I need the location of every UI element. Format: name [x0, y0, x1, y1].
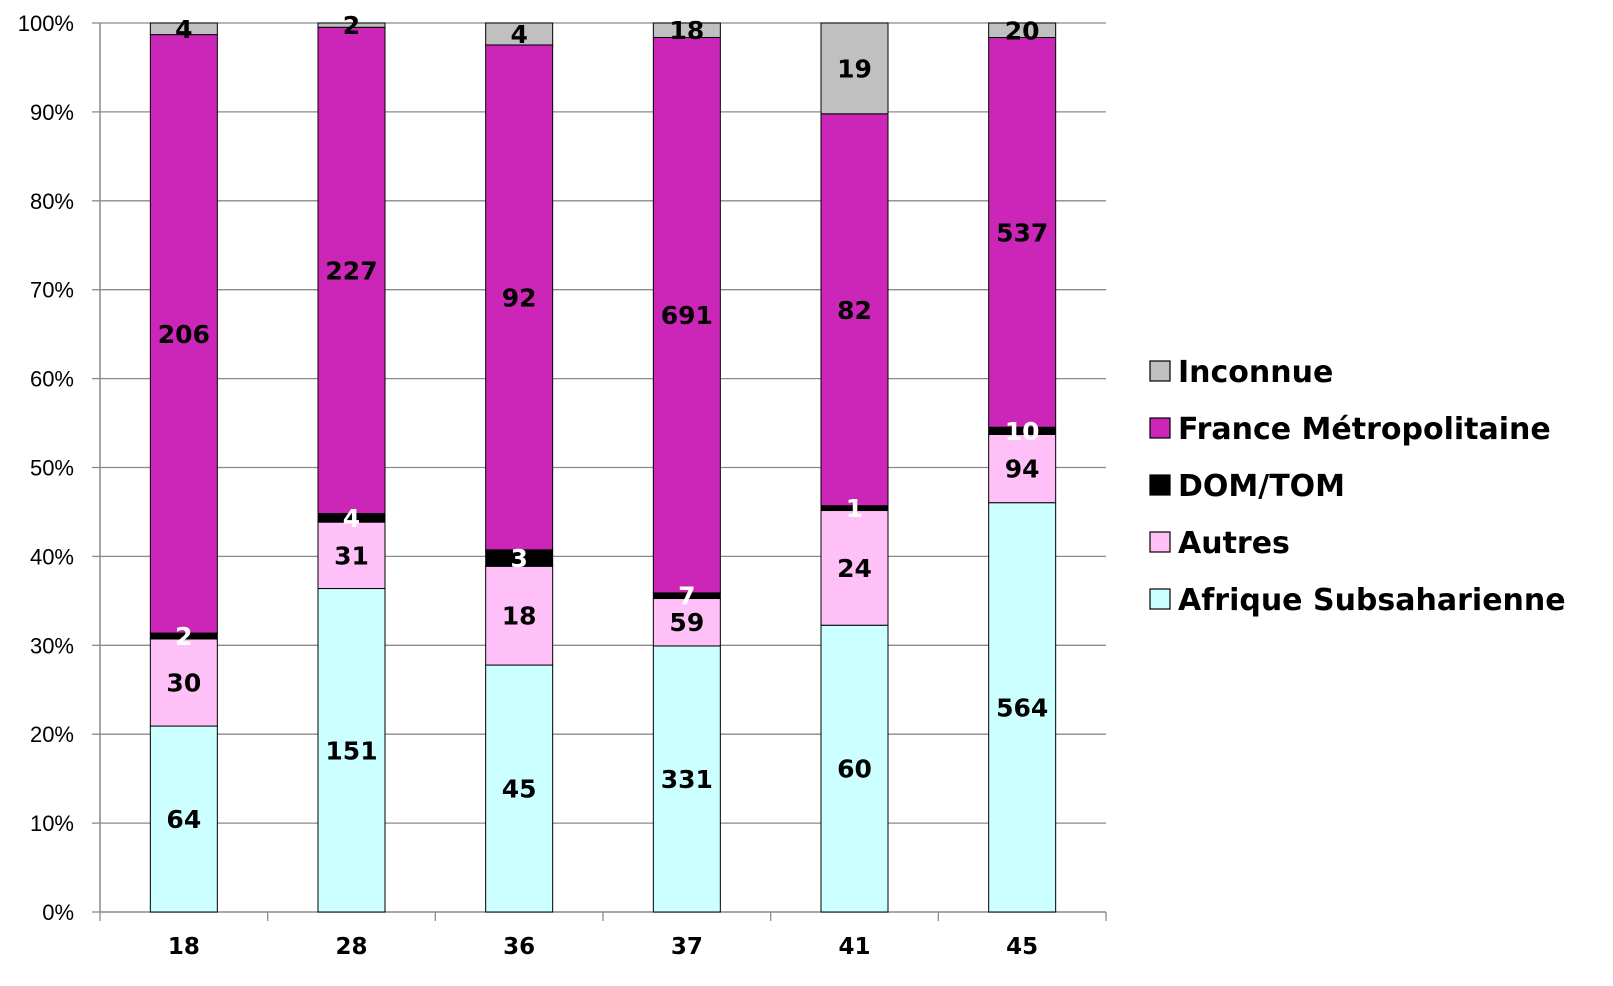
axes: 0% 10% 20% 30% 40% 50% 60% 70% 80% 90% 100% 18 28 36 3…: [18, 11, 1107, 960]
legend-swatch-france-metropolitaine: [1149, 417, 1171, 439]
bar-segment-afrique-subsaharienne-41: [820, 624, 889, 913]
data-label-dom-tom-36: 3: [510, 544, 527, 573]
y-tick-label: 100%: [18, 11, 74, 36]
legend-label-afrique-subsaharienne: Afrique Subsaharienne: [1178, 583, 1566, 618]
bar-segment-afrique-subsaharienne-28: [317, 588, 386, 913]
legend-label-inconnue: Inconnue: [1178, 355, 1333, 390]
data-label-inconnue-45: 20: [1005, 16, 1040, 45]
data-labels: 64 30 2 206 4 151 31 4 227 2 45 18 3 92 4 331 597 691 18 60…: [158, 11, 1049, 834]
bar-segment-inconnue-28: [317, 22, 386, 28]
x-tick-label-18: 18: [168, 934, 200, 960]
x-tick-label-36: 36: [503, 934, 535, 960]
bar-segment-afrique-subsaharienne-45: [988, 502, 1057, 913]
legend-swatch-autres: [1149, 531, 1171, 553]
y-tick-label: 60%: [30, 367, 74, 392]
data-label-afrique-subsaharienne-41: 60: [837, 755, 872, 784]
y-tick-label: 50%: [30, 456, 74, 481]
legend-label-france-metropolitaine: France Métropolitaine: [1178, 412, 1551, 447]
data-label-dom-tom-41: 1: [846, 494, 863, 523]
bar-segment-france-metropolitaine-41: [820, 113, 889, 507]
data-label-france-metropolitaine-45: 537: [996, 218, 1048, 247]
y-tick-label: 90%: [30, 100, 74, 125]
legend-label-autres: Autres: [1178, 526, 1290, 561]
data-label-autres-36: 18: [502, 602, 537, 631]
x-tick-label-41: 41: [838, 934, 870, 960]
bar-segment-inconnue-36: [485, 22, 554, 46]
legend-label-dom-tom: DOM/TOM: [1178, 469, 1345, 504]
data-label-france-metropolitaine-37: 691: [661, 301, 713, 330]
bar-segment-autres-28: [317, 521, 386, 590]
bar-segment-france-metropolitaine-45: [988, 37, 1057, 428]
data-label-afrique-subsaharienne-36: 45: [502, 775, 537, 804]
data-label-afrique-subsaharienne-45: 564: [996, 693, 1048, 722]
data-label-dom-tom-28: 4: [343, 504, 360, 533]
legend: Inconnue France Métropolitaine DOM/TOM Autr…: [1149, 355, 1566, 618]
data-label-dom-tom-18: 2: [175, 622, 192, 651]
bar-segment-france-metropolitaine-37: [652, 36, 721, 594]
bars: [149, 22, 1057, 913]
y-tick-label: 20%: [30, 722, 74, 747]
bar-segment-inconnue-41: [820, 22, 889, 115]
data-label-afrique-subsaharienne-18: 64: [166, 805, 201, 834]
data-label-inconnue-41: 19: [837, 54, 872, 83]
bar-segment-afrique-subsaharienne-18: [149, 725, 218, 913]
data-label-autres-37: 59: [669, 608, 704, 637]
y-tick-label: 80%: [30, 189, 74, 214]
data-label-dom-tom-45: 10: [1005, 417, 1040, 446]
x-tick-label-45: 45: [1006, 934, 1038, 960]
data-label-afrique-subsaharienne-37: 331: [661, 765, 713, 794]
data-label-inconnue-18: 4: [175, 15, 192, 44]
bar-segment-inconnue-37: [652, 22, 721, 38]
y-tick-label: 40%: [30, 544, 74, 569]
legend-swatch-dom-tom: [1149, 474, 1171, 496]
data-label-autres-18: 30: [166, 668, 201, 697]
legend-swatch-afrique-subsaharienne: [1149, 588, 1171, 610]
data-label-inconnue-36: 4: [510, 20, 527, 49]
bar-segment-autres-36: [485, 565, 554, 666]
data-label-dom-tom-37: 7: [678, 582, 695, 611]
gridlines: [100, 22, 1106, 824]
x-tick-label-28: 28: [335, 934, 367, 960]
y-tick-label: 30%: [30, 633, 74, 658]
data-label-inconnue-37: 18: [669, 16, 704, 45]
bar-segment-inconnue-18: [149, 22, 218, 36]
bar-segment-inconnue-45: [988, 22, 1057, 39]
data-label-autres-41: 24: [837, 554, 872, 583]
data-label-france-metropolitaine-41: 82: [837, 296, 872, 325]
data-label-autres-45: 94: [1005, 455, 1040, 484]
data-label-france-metropolitaine-36: 92: [502, 283, 537, 312]
data-label-france-metropolitaine-18: 206: [158, 320, 210, 349]
data-label-afrique-subsaharienne-28: 151: [325, 736, 377, 765]
legend-swatch-inconnue: [1149, 360, 1171, 382]
y-tick-label: 70%: [30, 278, 74, 303]
data-label-france-metropolitaine-28: 227: [325, 256, 377, 285]
data-label-inconnue-28: 2: [343, 11, 360, 40]
y-tick-label: 10%: [30, 811, 74, 836]
bar-segment-afrique-subsaharienne-37: [652, 645, 721, 913]
bar-segment-france-metropolitaine-18: [149, 34, 218, 634]
data-label-autres-28: 31: [334, 541, 369, 570]
bar-segment-autres-18: [149, 638, 218, 727]
bar-segment-france-metropolitaine-28: [317, 26, 386, 515]
y-tick-label: 0%: [42, 900, 74, 925]
bar-segment-afrique-subsaharienne-36: [485, 664, 554, 913]
x-tick-label-37: 37: [671, 934, 703, 960]
